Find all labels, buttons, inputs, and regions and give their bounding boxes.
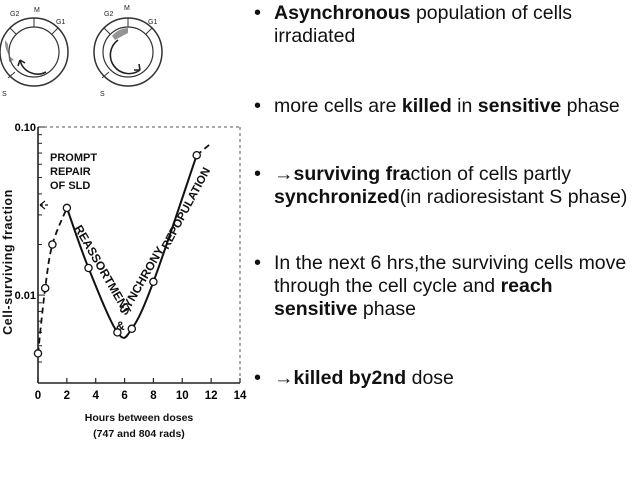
cycle-label-g2: G2 xyxy=(104,11,113,18)
figure-svg: G2 M G1 S G2 M G1 S 0 2 4 6 8 10 12 14 0.10 0.01 xyxy=(0,5,247,440)
data-point xyxy=(33,349,43,358)
y-tick-label: 0.10 xyxy=(15,122,36,134)
bullet-5-text-2: dose xyxy=(406,367,454,389)
cycle-label-g1: G1 xyxy=(56,19,65,26)
bullet-3-text-1: →surviving fra xyxy=(274,163,411,185)
cycle-label-m: M xyxy=(124,5,130,12)
data-point xyxy=(84,263,93,273)
cycle-label-g1: G1 xyxy=(148,19,157,26)
data-point xyxy=(48,240,57,249)
bullet-4: In the next 6 hrs,the surviving cells mo… xyxy=(246,252,634,321)
bullet-5: →killed by2nd dose xyxy=(246,367,634,390)
cycle-arrow xyxy=(109,39,141,75)
cycle-inner-ring xyxy=(8,26,60,78)
data-point xyxy=(149,277,158,287)
x-tick-label: 6 xyxy=(121,390,127,402)
x-tick-label: 12 xyxy=(205,390,218,402)
annotation-repair: REPAIR xyxy=(50,166,91,178)
cycle-shaded-sector xyxy=(4,40,14,62)
bullet-1-text-1: Asynchronous xyxy=(274,2,411,24)
cycle-label-s: S xyxy=(100,91,105,98)
bullet-1: Asynchronous population of cells irradia… xyxy=(246,2,634,48)
cycle-label-m: M xyxy=(34,7,40,14)
bullet-4-text-3: phase xyxy=(357,298,417,320)
bullet-2: more cells are killed in sensitive phase xyxy=(246,95,634,118)
bullet-4-text-2: reach sensitive xyxy=(274,275,553,320)
bullet-3: →surviving fraction of cells partly sync… xyxy=(246,163,634,209)
bullet-2-text-3: in xyxy=(451,95,478,117)
survival-figure: G2 M G1 S G2 M G1 S 0 2 4 6 8 10 12 14 0.10 0.01 xyxy=(0,0,250,478)
bullet-1-text-2: population of cells irradiated xyxy=(274,2,573,47)
cell-cycle-diagram-1: G2 M G1 S xyxy=(0,7,69,98)
annotation-of-sld: OF SLD xyxy=(50,180,90,192)
bullet-2-text-2: killed xyxy=(401,95,452,117)
cycle-tick xyxy=(101,71,110,79)
x-tick-label: 0 xyxy=(35,390,41,402)
cycle-arrow xyxy=(19,59,47,75)
bullet-3-text-4: (in radioresistant S phase) xyxy=(399,186,628,208)
cycle-shaded-sector xyxy=(112,28,128,40)
y-axis-label: Cell-surviving fraction xyxy=(1,189,15,335)
annotation-ampersand: & xyxy=(116,319,125,333)
bullet-3-text-2: ction of cells partly xyxy=(410,163,571,185)
x-axis-sublabel: (747 and 804 rads) xyxy=(93,428,185,440)
cycle-tick xyxy=(145,27,153,35)
data-point xyxy=(40,283,50,293)
cycle-tick xyxy=(51,27,59,35)
x-tick-label: 10 xyxy=(176,390,189,402)
bullet-2-text-1: more cells are xyxy=(274,95,402,117)
axis-tick-labels: 0 2 4 6 8 10 12 14 0.10 0.01 xyxy=(15,122,247,402)
cycle-tick xyxy=(9,27,17,35)
curve-dashed-early xyxy=(37,207,68,354)
x-tick-label: 4 xyxy=(93,390,100,402)
annotation-synchrony: SYNCHRONY xyxy=(116,244,166,317)
cycle-tick xyxy=(103,27,111,35)
x-tick-label: 14 xyxy=(234,390,247,402)
data-point xyxy=(113,328,122,337)
data-point xyxy=(192,150,201,160)
bullet-2-text-5: phase xyxy=(561,95,620,117)
x-tick-label: 2 xyxy=(64,390,70,402)
repair-arrowhead xyxy=(39,200,46,210)
bullet-list: Asynchronous population of cells irradia… xyxy=(246,2,634,390)
data-point xyxy=(62,203,72,213)
x-axis-label: Hours between doses xyxy=(85,412,194,424)
x-tick-label: 8 xyxy=(150,390,157,402)
bullet-3-text-3: synchronized xyxy=(274,186,400,208)
cell-cycle-diagram-2: G2 M G1 S xyxy=(93,5,163,98)
cycle-label-g2: G2 xyxy=(10,11,19,18)
axis-ticks xyxy=(37,126,241,384)
data-point xyxy=(127,324,137,334)
data-points xyxy=(33,150,201,358)
bullet-2-text-4: sensitive xyxy=(477,95,562,117)
bullet-5-text-1: →killed by2nd xyxy=(274,367,407,389)
bullet-4-text-1: In the next 6 hrs,the surviving cells mo… xyxy=(274,252,627,297)
cycle-arrowhead xyxy=(134,63,141,71)
annotation-prompt: PROMPT xyxy=(50,152,97,164)
cycle-tick xyxy=(7,71,16,79)
cycle-label-s: S xyxy=(2,91,7,98)
y-tick-label: 0.01 xyxy=(15,290,36,302)
cycle-arrowhead xyxy=(17,59,26,67)
